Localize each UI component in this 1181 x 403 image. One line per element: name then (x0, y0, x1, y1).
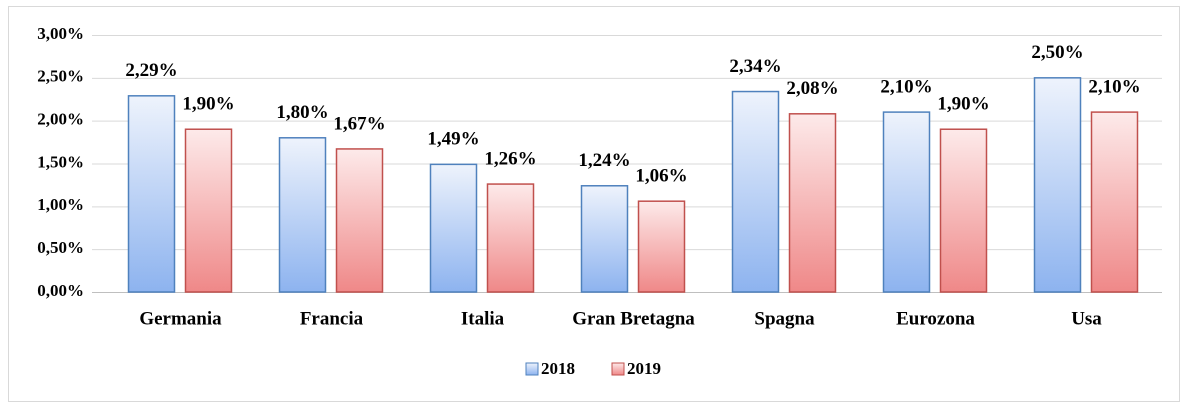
bar (882, 111, 931, 293)
y-tick-label: 3,00% (37, 24, 84, 43)
value-label: 2,08% (786, 78, 838, 99)
legend-swatch (611, 362, 625, 376)
bar (127, 95, 176, 293)
x-tick-label: Gran Bretagna (572, 308, 695, 329)
y-tick-label: 0,50% (37, 238, 84, 257)
y-tick-label: 1,50% (37, 152, 84, 171)
value-label: 1,06% (635, 166, 687, 187)
value-label: 1,90% (937, 94, 989, 115)
bar (486, 183, 535, 293)
y-tick-label: 2,00% (37, 110, 84, 129)
value-label: 2,10% (880, 76, 932, 97)
x-tick-label: Spagna (754, 308, 815, 329)
bar (788, 113, 837, 293)
chart-border (8, 6, 1180, 402)
bar (939, 128, 988, 293)
value-label: 1,80% (276, 102, 328, 123)
value-label: 1,26% (484, 148, 536, 169)
value-label: 1,49% (427, 129, 479, 150)
bar (1090, 111, 1139, 293)
x-tick-label: Francia (300, 308, 364, 329)
value-label: 2,50% (1031, 42, 1083, 63)
value-label: 2,29% (125, 60, 177, 81)
value-label: 2,10% (1088, 76, 1140, 97)
bar (1033, 77, 1082, 293)
value-label: 2,34% (729, 56, 781, 77)
value-label: 1,90% (182, 94, 234, 115)
x-tick-label: Italia (461, 308, 505, 329)
y-tick-label: 2,50% (37, 67, 84, 86)
bar (184, 128, 233, 293)
legend-swatch (525, 362, 539, 376)
bar (731, 90, 780, 293)
x-tick-label: Germania (139, 308, 222, 329)
bar (429, 163, 478, 293)
value-label: 1,24% (578, 150, 630, 171)
x-tick-label: Usa (1071, 308, 1102, 329)
legend-label: 2018 (541, 359, 575, 378)
bar (335, 148, 384, 293)
value-label: 1,67% (333, 113, 385, 134)
bar (278, 137, 327, 293)
x-tick-label: Eurozona (896, 308, 975, 329)
bar (580, 185, 629, 293)
y-tick-label: 1,00% (37, 195, 84, 214)
y-tick-label: 0,00% (37, 281, 84, 300)
bar (637, 200, 686, 293)
legend-label: 2019 (627, 359, 661, 378)
